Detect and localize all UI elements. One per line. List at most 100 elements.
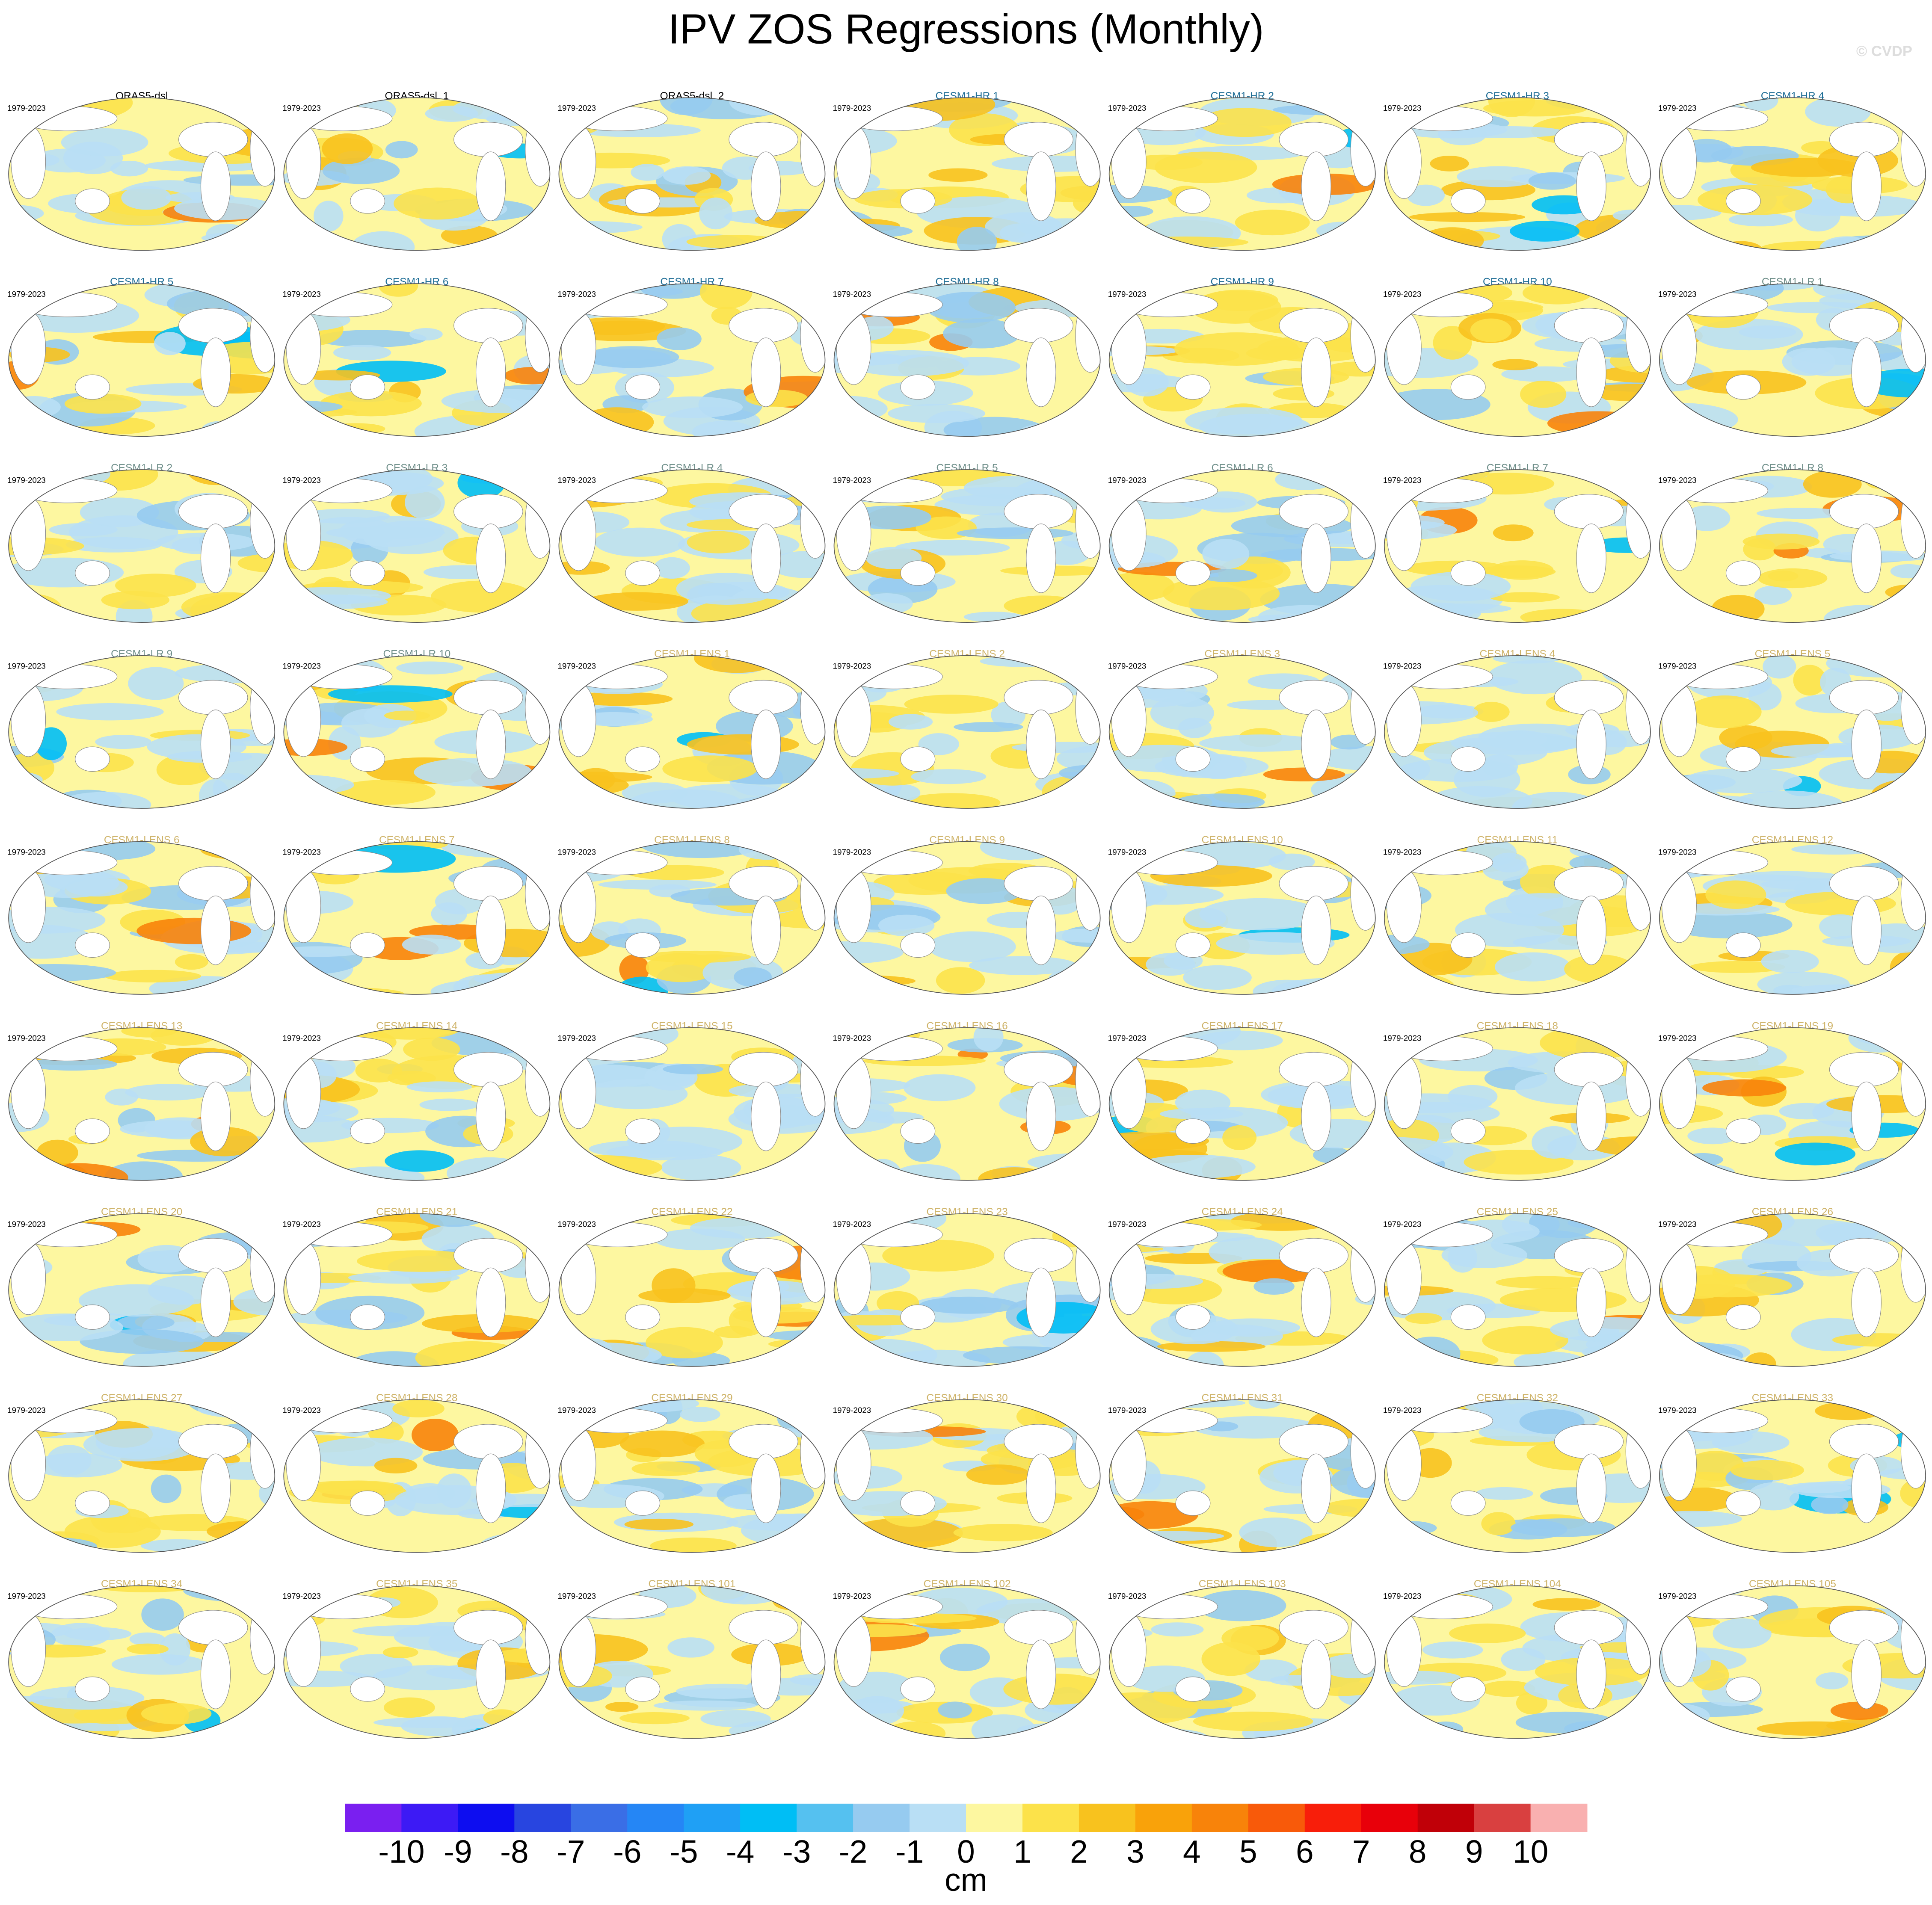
field-blob: [559, 855, 593, 867]
land: [11, 682, 46, 757]
land: [75, 374, 110, 400]
field-blob: [387, 1071, 436, 1086]
field-blob: [1869, 1586, 1918, 1602]
field-blob: [208, 284, 275, 300]
field-blob: [653, 1700, 756, 1711]
field-blob: [663, 1064, 723, 1075]
land: [1662, 124, 1697, 199]
map-field: [284, 1027, 550, 1180]
panel-period: 1979-2023: [282, 662, 321, 671]
field-blob: [1757, 568, 1828, 589]
land: [900, 932, 936, 958]
panel-period: 1979-2023: [7, 290, 46, 299]
field-blob: [200, 841, 275, 861]
field-blob: [290, 1160, 328, 1180]
map-border: [8, 841, 276, 995]
field-blob: [141, 1598, 184, 1631]
field-blob: [320, 390, 422, 417]
map-border: [833, 1027, 1101, 1181]
land: [286, 1612, 321, 1687]
field-blob: [1328, 1399, 1359, 1410]
land: [75, 932, 110, 958]
field-blob: [954, 722, 1023, 732]
field-blob: [1858, 368, 1926, 398]
colorbar-box: [1022, 1804, 1079, 1832]
field-blob: [111, 1654, 208, 1675]
panel-period: 1979-2023: [558, 662, 596, 671]
map-field: [559, 470, 825, 623]
field-blob: [1268, 853, 1315, 870]
field-blob: [1027, 1153, 1100, 1171]
land: [836, 310, 871, 385]
field-blob: [686, 235, 784, 249]
land: [1625, 298, 1650, 373]
land: [1450, 1305, 1486, 1330]
land: [1111, 1054, 1147, 1129]
map-border: [833, 841, 1101, 995]
field-blob: [919, 1296, 1019, 1314]
panel-period: 1979-2023: [1658, 290, 1697, 299]
field-blob: [1754, 586, 1792, 605]
field-blob: [316, 330, 427, 348]
colorbar-box: [1361, 1804, 1418, 1832]
field-blob: [1263, 767, 1345, 781]
field-blob: [1195, 1590, 1286, 1621]
field-blob: [701, 1586, 789, 1605]
land: [900, 1491, 936, 1516]
field-blob: [21, 415, 60, 437]
map-field: [1109, 1027, 1375, 1180]
colorbar-tick-label: -3: [782, 1834, 811, 1870]
land: [625, 1305, 661, 1330]
field-blob: [834, 1169, 880, 1180]
land: [729, 1238, 798, 1273]
field-blob: [953, 1524, 1053, 1541]
field-blob: [1689, 961, 1785, 973]
colorbar-box: [1135, 1804, 1192, 1832]
field-blob: [1582, 1346, 1632, 1359]
field-blob: [619, 1712, 690, 1725]
map-border: [1384, 97, 1651, 251]
land: [1554, 122, 1624, 157]
panel-period: 1979-2023: [1108, 1591, 1147, 1600]
field-blob: [928, 168, 988, 182]
field-blob: [1019, 423, 1075, 437]
watermark: © CVDP: [1856, 43, 1912, 59]
land: [1829, 494, 1899, 529]
land: [1851, 337, 1882, 407]
map-border: [833, 655, 1101, 809]
colorbar-tick-label: 8: [1409, 1834, 1427, 1870]
land: [1301, 1639, 1331, 1709]
colorbar-box: [345, 1804, 402, 1832]
land: [525, 1414, 550, 1489]
field-blob: [396, 661, 464, 674]
field-blob: [631, 164, 664, 181]
field-blob: [501, 795, 550, 809]
land: [1279, 866, 1348, 901]
field-blob: [1890, 564, 1926, 579]
map-field: [1659, 284, 1926, 437]
map-border: [1108, 841, 1376, 995]
land: [1026, 710, 1056, 779]
land: [1829, 1238, 1899, 1273]
field-blob: [1687, 1127, 1738, 1145]
land: [836, 1612, 871, 1687]
field-blob: [64, 1627, 132, 1641]
field-blob: [936, 967, 985, 994]
map-field: [834, 655, 1100, 809]
land: [1554, 308, 1624, 343]
field-blob: [1713, 1618, 1772, 1649]
field-blob: [860, 593, 913, 615]
field-blob: [1493, 524, 1534, 541]
land: [1075, 112, 1100, 187]
field-blob: [973, 1027, 1004, 1052]
map-field: [9, 1586, 275, 1739]
land: [525, 1042, 550, 1117]
land: [1075, 1228, 1100, 1303]
map-border: [833, 283, 1101, 437]
map-field: [834, 841, 1100, 994]
field-blob: [129, 1632, 165, 1646]
panel-period: 1979-2023: [1108, 848, 1147, 857]
land: [561, 1612, 596, 1687]
land: [1004, 122, 1073, 157]
